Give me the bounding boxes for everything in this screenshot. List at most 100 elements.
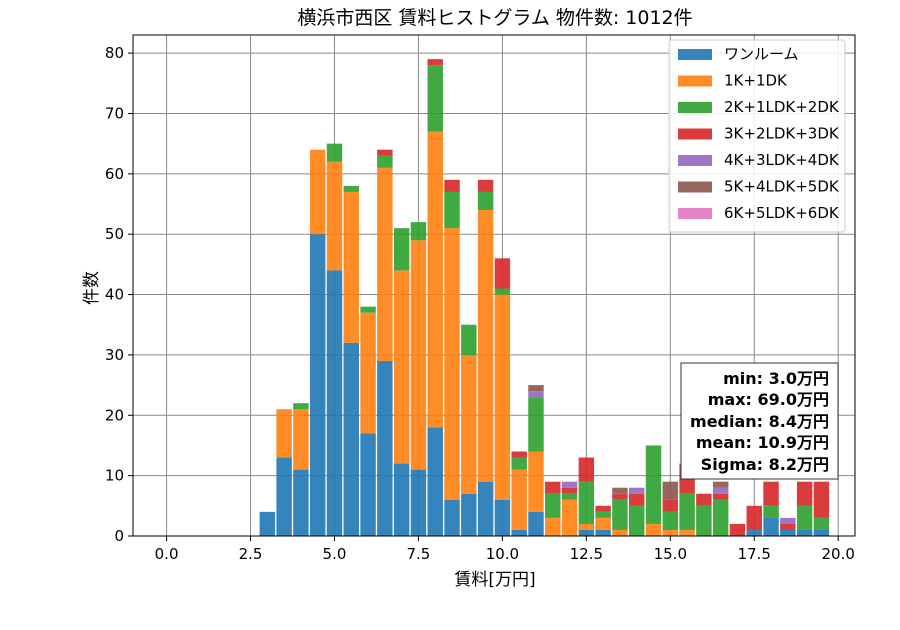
bar-segment xyxy=(528,511,544,536)
bar-segment xyxy=(662,499,679,512)
bar-segment xyxy=(343,342,360,536)
bar-segment xyxy=(360,433,376,536)
legend-swatch xyxy=(678,208,712,219)
x-tick-label: 20.0 xyxy=(822,545,855,563)
bar-segment xyxy=(561,499,578,536)
legend-swatch xyxy=(678,181,712,193)
bar-segment xyxy=(293,403,309,410)
chart-title: 横浜市西区 賃料ヒストグラム 物件数: 1012件 xyxy=(297,7,692,29)
bar-segment xyxy=(511,529,527,536)
bar-segment xyxy=(813,529,830,536)
bar-segment xyxy=(427,131,443,428)
bar-segment xyxy=(410,240,427,470)
stats-box: min: 3.0万円 max: 69.0万円 median: 8.4万円 mea… xyxy=(680,362,839,480)
bar-segment xyxy=(511,451,527,458)
legend-frame xyxy=(668,39,846,233)
bar-segment xyxy=(712,493,729,500)
bar-segment xyxy=(293,469,309,536)
bar-segment xyxy=(712,499,729,536)
bar-segment xyxy=(427,427,443,536)
bar-segment xyxy=(662,481,679,500)
bar-segment xyxy=(276,457,292,536)
bar-segment xyxy=(645,523,662,536)
x-axis-label: 賃料[万円] xyxy=(454,570,535,590)
bar-segment xyxy=(712,481,729,488)
bar-segment xyxy=(309,149,326,235)
stat-max: max: 69.0万円 xyxy=(708,390,829,409)
legend-label: 6K+5LDK+6DK xyxy=(724,204,840,222)
x-tick-label: 15.0 xyxy=(654,545,687,563)
bar-segment xyxy=(377,167,393,361)
x-tick-label: 17.5 xyxy=(738,545,771,563)
bar-segment xyxy=(444,499,460,536)
bar-segment xyxy=(561,493,578,500)
bar-segment xyxy=(343,191,360,343)
x-tick-label: 5.0 xyxy=(323,545,347,563)
bar-segment xyxy=(780,529,796,536)
bar-segment xyxy=(393,463,410,536)
bar-segment xyxy=(461,354,477,494)
legend-label: 5K+4LDK+5DK xyxy=(724,178,840,196)
bar-segment xyxy=(645,445,662,524)
bar-segment xyxy=(528,391,544,398)
bar-segment xyxy=(780,517,796,524)
bar-segment xyxy=(712,487,729,494)
bar-segment xyxy=(595,517,611,530)
bar-segment xyxy=(377,155,393,168)
bar-segment xyxy=(494,288,511,295)
legend-label: 3K+2LDK+3DK xyxy=(724,125,840,143)
x-tick-label: 7.5 xyxy=(407,545,431,563)
bar-segment xyxy=(612,529,628,536)
legend-swatch xyxy=(678,75,712,87)
bar-segment xyxy=(545,481,561,494)
bar-segment xyxy=(528,397,544,452)
x-tick-label: 12.5 xyxy=(570,545,603,563)
bar-segment xyxy=(628,487,645,494)
bar-segment xyxy=(763,481,779,506)
bar-segment xyxy=(561,481,578,488)
bar-segment xyxy=(679,529,695,536)
bar-segment xyxy=(393,228,410,271)
bar-segment xyxy=(595,505,611,512)
x-tick-label: 0.0 xyxy=(155,545,179,563)
bar-segment xyxy=(461,324,477,355)
bar-segment xyxy=(360,306,376,313)
bar-segment xyxy=(477,481,494,536)
stat-median: median: 8.4万円 xyxy=(690,412,829,431)
stat-mean: mean: 10.9万円 xyxy=(696,433,829,452)
bar-segment xyxy=(410,222,427,241)
bar-segment xyxy=(679,493,695,530)
bar-segment xyxy=(561,487,578,494)
bar-segment xyxy=(326,161,343,271)
bar-segment xyxy=(377,360,393,536)
bar-segment xyxy=(595,511,611,518)
plot-frame xyxy=(132,34,856,537)
bar-segment xyxy=(427,59,443,66)
bar-segment xyxy=(309,234,326,537)
bar-segment xyxy=(477,191,494,211)
bar-segment xyxy=(326,143,343,162)
bar-segment xyxy=(494,258,511,289)
bar-segment xyxy=(696,505,712,536)
y-tick-label: 50 xyxy=(105,225,124,243)
stat-min: min: 3.0万円 xyxy=(723,369,829,388)
y-tick-label: 80 xyxy=(105,44,124,62)
legend-label: 4K+3LDK+4DK xyxy=(724,151,840,169)
bar-segment xyxy=(612,493,628,500)
bar-segment xyxy=(578,457,595,482)
bar-segment xyxy=(461,493,477,536)
bar-segment xyxy=(293,409,309,470)
legend-swatch xyxy=(678,128,712,140)
legend: ワンルーム 1K+1DK 2K+1LDK+2DK 3K+2LDK+3DK 4K+3LDK… xyxy=(668,39,846,233)
bar-segment xyxy=(377,149,393,156)
bar-segment xyxy=(813,517,830,530)
bar-segment xyxy=(343,185,360,192)
bar-segment xyxy=(612,487,628,494)
bar-segment xyxy=(511,457,527,470)
y-tick-label: 60 xyxy=(105,165,124,183)
bar-segment xyxy=(477,210,494,482)
bar-segment xyxy=(813,481,830,518)
y-tick-label: 20 xyxy=(105,406,124,424)
axis-ticks: 0.0 2.5 5.0 7.5 10.0 12.5 15.0 17.5 20.0 0 10 20 30 4… xyxy=(105,44,855,563)
bar-segment xyxy=(578,529,595,536)
